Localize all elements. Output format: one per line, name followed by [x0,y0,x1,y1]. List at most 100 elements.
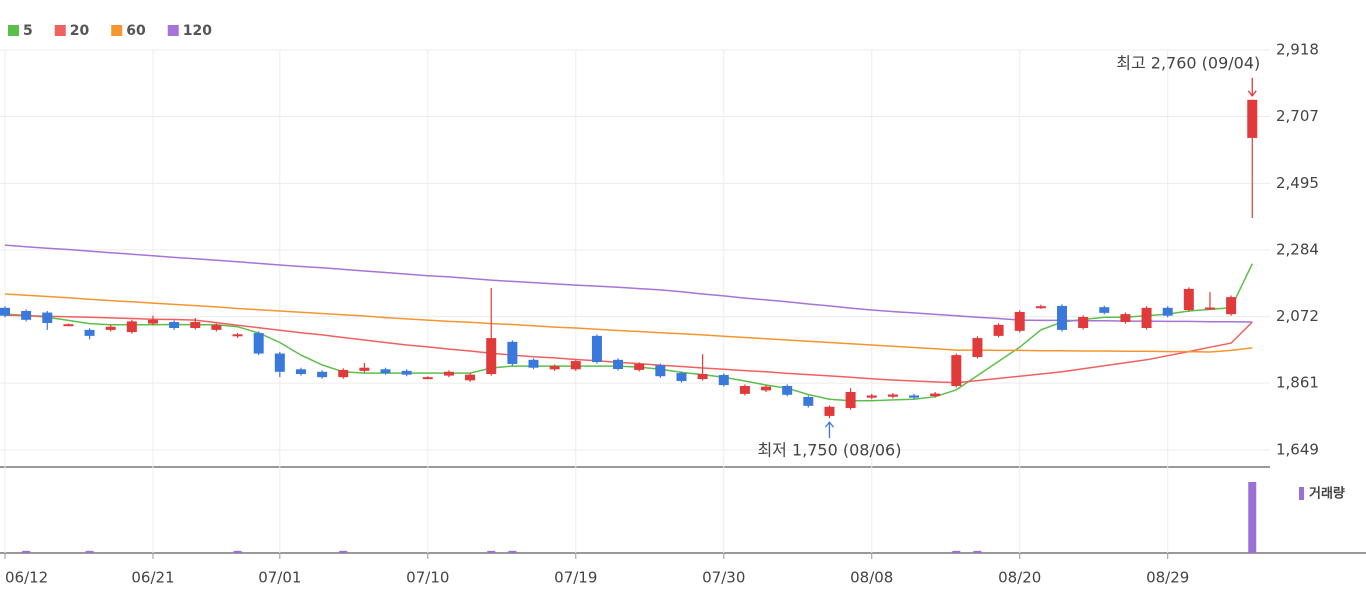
candle-body [1057,305,1067,330]
candle-body [570,361,581,370]
candle-body [401,370,412,375]
x-tick-label: 08/29 [1146,569,1189,587]
volume-bar [339,550,348,553]
candle-body [993,324,1004,336]
candle-body [655,365,666,377]
candle-body [718,374,729,386]
candle-body [105,326,116,330]
candle-body [824,406,835,416]
low-annotation: 최저 1,750 (08/06) [757,441,901,460]
volume-bar [973,550,982,553]
candle-body [0,307,10,316]
low-arrow [824,421,834,439]
x-tick-label: 07/10 [406,569,449,587]
legend-label: 60 [126,23,146,39]
candle-body [1247,99,1258,138]
candle-body [232,334,243,337]
candle-body [761,386,772,391]
candle-body [1014,311,1025,331]
legend-swatch [54,25,66,36]
x-tick-label: 08/20 [998,569,1041,587]
volume-bar [508,550,517,553]
candle-body [295,369,306,375]
candle-body [739,385,750,394]
candle-body [338,369,349,378]
candle-body [42,312,53,323]
candle-body [274,353,285,372]
volume-legend: 거래량 [1309,487,1345,502]
y-tick-label: 2,707 [1276,107,1319,125]
candle-body [465,374,476,381]
candle-body [21,310,32,320]
ma-line [4,244,1253,323]
candle-body [1183,288,1194,311]
y-tick-label: 1,649 [1276,440,1319,458]
candle-body [613,359,624,369]
candle-body [443,371,454,376]
candle-body [803,397,814,406]
candle-body [63,324,74,327]
candle-body [1162,307,1173,316]
candle-body [84,329,95,336]
candle-body [549,366,560,370]
candle-body [1120,314,1131,323]
x-tick-label: 06/21 [131,569,174,587]
x-tick-label: 07/01 [258,569,301,587]
candle-body [697,374,708,380]
legend-label: 20 [70,23,90,39]
candle-body [507,341,518,364]
candle-body [782,385,793,395]
volume-bar [952,550,961,553]
legend-swatch [111,25,123,36]
candle-body [359,367,370,371]
volume-legend-swatch [1299,487,1304,500]
candle-body [866,395,877,398]
ma-line [4,263,1253,402]
candle-body [845,391,856,409]
candle-body [930,393,941,397]
candle-body [1204,307,1215,310]
x-tick-label: 06/12 [5,569,48,587]
candle-body [591,335,602,363]
y-tick-label: 2,284 [1276,240,1319,258]
candle-body [169,322,180,328]
volume-bar [22,550,31,553]
candle-body [190,322,201,328]
candle-body [972,338,983,357]
candle-body [253,333,264,354]
high-annotation: 최고 2,760 (09/04) [1116,53,1260,72]
candle-body [126,321,137,333]
y-tick-label: 2,072 [1276,307,1319,325]
candle-body [1141,307,1152,328]
volume-bar [1248,482,1257,553]
candle-body [1035,306,1046,309]
volume-bar [487,550,496,553]
candle-body [1226,297,1237,315]
y-tick-label: 2,918 [1276,41,1319,59]
legend-swatch [8,25,19,36]
ma-line [4,293,1253,353]
high-arrow [1247,77,1257,97]
candle-body [1078,316,1089,328]
y-tick-label: 1,861 [1276,374,1319,392]
legend-label: 5 [23,23,33,39]
candle-body [211,325,222,330]
candle-body [317,371,328,378]
x-tick-label: 07/19 [554,569,597,587]
candle-body [486,338,497,375]
legend-swatch [167,25,179,36]
candle-body [147,319,158,324]
candle-body [528,359,539,368]
candle-body [380,369,391,374]
x-tick-label: 07/30 [702,569,745,587]
volume-bar [85,550,94,553]
candle-body [1099,307,1110,313]
candle-body [422,377,433,380]
candle-body [676,373,687,381]
candle-body [887,394,898,397]
candle-body [634,363,645,370]
candle-body [951,355,962,386]
y-tick-label: 2,495 [1276,174,1319,192]
